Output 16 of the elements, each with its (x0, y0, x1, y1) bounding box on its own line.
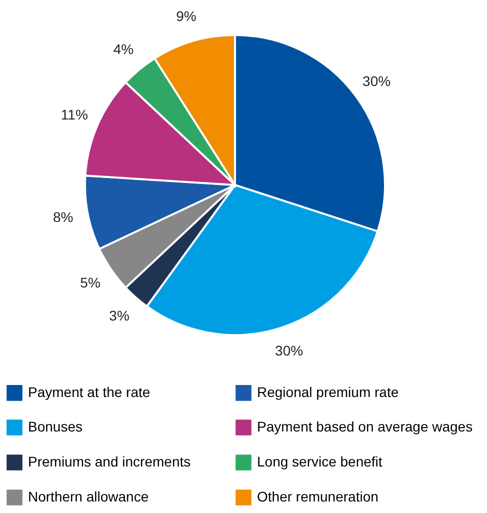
data-label: 9% (176, 8, 196, 24)
data-label: 11% (60, 106, 88, 122)
legend-label: Northern allowance (28, 488, 149, 504)
data-label: 4% (113, 41, 134, 58)
legend-label: Payment based on average wages (257, 418, 473, 434)
legend-label: Other remuneration (257, 488, 378, 504)
legend-label: Premiums and increments (28, 454, 191, 470)
data-label: 5% (80, 274, 100, 290)
data-label: 30% (362, 73, 391, 90)
legend-label: Payment at the rate (28, 384, 150, 400)
data-label: 30% (275, 342, 304, 358)
legend-label: Long service benefit (257, 454, 382, 470)
data-label: 3% (109, 307, 130, 324)
legend-label: Bonuses (28, 418, 82, 434)
legend-label: Regional premium rate (257, 384, 399, 400)
data-label: 8% (52, 208, 74, 225)
